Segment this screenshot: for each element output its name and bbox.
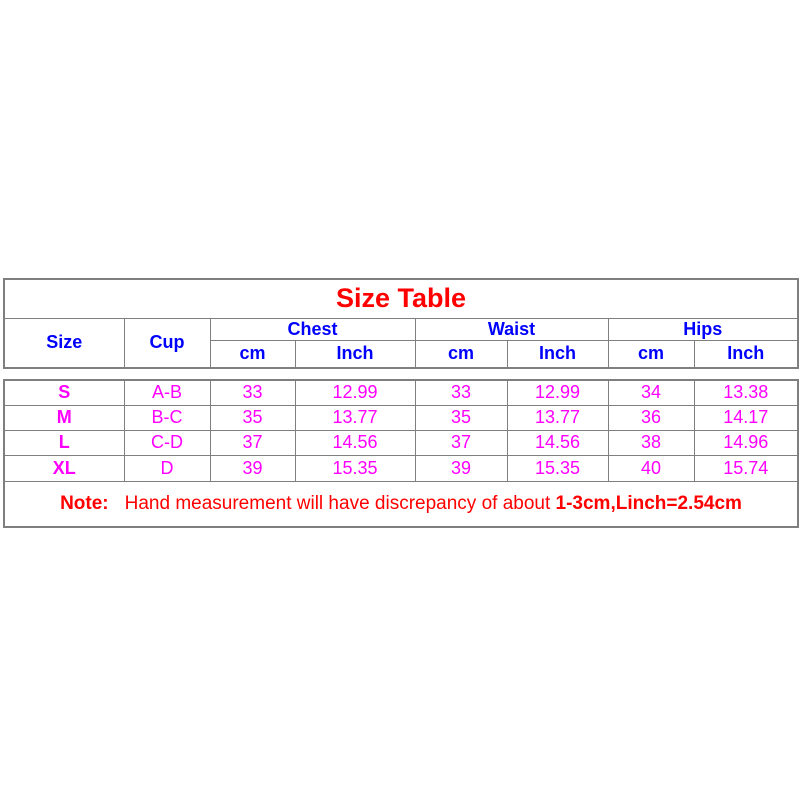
subcol-header-waist-inch: Inch <box>506 339 609 369</box>
cell-chest-inch: 15.35 <box>294 454 416 482</box>
cell-chest-inch: 13.77 <box>294 404 416 431</box>
cell-waist-inch: 13.77 <box>506 404 609 431</box>
cell-waist-inch: 12.99 <box>506 379 609 406</box>
cell-chest-cm: 35 <box>209 404 296 431</box>
cell-waist-cm: 39 <box>414 454 508 482</box>
subcol-header-hips-cm: cm <box>607 339 695 369</box>
cell-cup: D <box>123 454 211 482</box>
size-table-title: Size Table <box>3 278 799 319</box>
subcol-header-chest-inch: Inch <box>294 339 416 369</box>
cell-size: M <box>3 404 125 431</box>
cell-hips-cm: 38 <box>607 429 695 456</box>
subcol-header-chest-cm: cm <box>209 339 296 369</box>
subcol-header-hips-inch: Inch <box>693 339 799 369</box>
header-row-groups: Size Cup Chest Waist Hips <box>3 317 799 369</box>
col-header-waist: Waist <box>414 317 609 341</box>
table-row-s: S A-B 33 12.99 33 12.99 34 13.38 <box>3 379 799 406</box>
table-row-xl: XL D 39 15.35 39 15.35 40 15.74 <box>3 454 799 482</box>
cell-hips-cm: 36 <box>607 404 695 431</box>
note-cell: Note: Hand measurement will have discrepa… <box>3 480 799 528</box>
col-header-hips: Hips <box>607 317 799 341</box>
cell-cup: A-B <box>123 379 211 406</box>
col-header-cup: Cup <box>123 317 211 369</box>
size-table-header-block: Size Table Size Cup Chest Waist Hips cm … <box>3 278 800 369</box>
title-row: Size Table <box>3 278 799 319</box>
cell-chest-inch: 14.56 <box>294 429 416 456</box>
size-table: Size Table Size Cup Chest Waist Hips cm … <box>3 278 800 528</box>
table-row-m: M B-C 35 13.77 35 13.77 36 14.17 <box>3 404 799 431</box>
cell-chest-cm: 37 <box>209 429 296 456</box>
table-row-l: L C-D 37 14.56 37 14.56 38 14.96 <box>3 429 799 456</box>
subcol-header-waist-cm: cm <box>414 339 508 369</box>
cell-chest-cm: 39 <box>209 454 296 482</box>
cell-size: S <box>3 379 125 406</box>
cell-cup: C-D <box>123 429 211 456</box>
cell-waist-inch: 14.56 <box>506 429 609 456</box>
cell-hips-inch: 15.74 <box>693 454 799 482</box>
cell-hips-cm: 34 <box>607 379 695 406</box>
cell-chest-inch: 12.99 <box>294 379 416 406</box>
cell-chest-cm: 33 <box>209 379 296 406</box>
cell-hips-cm: 40 <box>607 454 695 482</box>
cell-hips-inch: 14.96 <box>693 429 799 456</box>
cell-waist-inch: 15.35 <box>506 454 609 482</box>
note-text: Hand measurement will have discrepancy o… <box>124 492 551 514</box>
cell-waist-cm: 37 <box>414 429 508 456</box>
note-bold-text: 1-3cm,Linch=2.54cm <box>555 492 742 514</box>
cell-size: L <box>3 429 125 456</box>
cell-hips-inch: 13.38 <box>693 379 799 406</box>
cell-cup: B-C <box>123 404 211 431</box>
cell-hips-inch: 14.17 <box>693 404 799 431</box>
cell-size: XL <box>3 454 125 482</box>
note-label: Note: <box>60 492 109 514</box>
col-header-chest: Chest <box>209 317 416 341</box>
header-row-units: cm Inch cm Inch cm Inch <box>4 339 799 369</box>
col-header-size: Size <box>3 317 125 369</box>
cell-waist-cm: 33 <box>414 379 508 406</box>
note-row: Note: Hand measurement will have discrepa… <box>3 480 799 528</box>
size-table-data-block: S A-B 33 12.99 33 12.99 34 13.38 M B-C 3… <box>3 379 799 528</box>
cell-waist-cm: 35 <box>414 404 508 431</box>
